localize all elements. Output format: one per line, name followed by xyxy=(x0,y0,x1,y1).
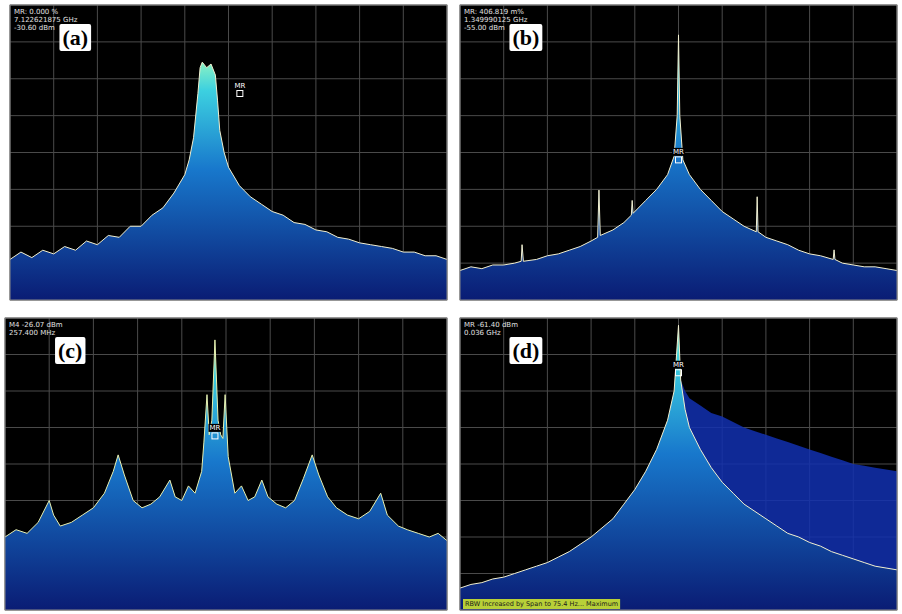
panel: MR MR: 0.000 %7.122621875 GHz-30.60 dBm (a… xyxy=(10,5,447,300)
grid xyxy=(10,5,447,300)
letter-patch xyxy=(509,337,542,364)
plot-frame xyxy=(460,318,897,610)
label-patch xyxy=(233,82,246,90)
panel: MR MR: 406.819 m%1.349990125 GHz-55.00 dB… xyxy=(460,5,897,300)
panel-background xyxy=(10,5,447,300)
trace-line xyxy=(5,340,447,541)
plot-frame xyxy=(10,5,447,300)
marker xyxy=(212,433,218,439)
marker-readout: -55.00 dBm xyxy=(464,24,505,32)
marker xyxy=(676,370,682,376)
trace-line xyxy=(460,35,897,271)
marker-readout: 0.036 GHz xyxy=(464,329,501,337)
plot-area xyxy=(460,35,897,300)
persistence-fill xyxy=(460,325,897,610)
marker-readout: 7.122621875 GHz xyxy=(14,16,78,24)
marker-readout: MR: 0.000 % xyxy=(14,8,59,16)
plot-area xyxy=(5,340,447,610)
persistence-fill xyxy=(5,340,447,610)
letter-patch xyxy=(59,24,91,51)
trace-line xyxy=(460,325,897,588)
plot-area xyxy=(10,62,447,300)
plot-area xyxy=(460,325,897,610)
marker-readout: M4 -26.07 dBm xyxy=(9,321,63,329)
panel-background xyxy=(460,5,897,300)
panel-letter: (c) xyxy=(58,338,82,363)
panel: MR M4 -26.07 dBm257.400 MHz(c) xyxy=(5,318,447,610)
marker-label: MR xyxy=(673,361,684,369)
grid xyxy=(460,318,897,610)
status-bar: RBW Increased by Span to 75.4 Hz... Maxi… xyxy=(465,600,618,608)
marker-label: MR xyxy=(673,148,684,156)
panel-letter: (d) xyxy=(512,338,539,363)
plot-frame xyxy=(460,5,897,300)
marker-readout: 1.349990125 GHz xyxy=(464,16,528,24)
grid xyxy=(5,318,447,610)
marker-readout: 257.400 MHz xyxy=(9,329,55,337)
grid-line xyxy=(10,152,447,153)
marker-readout: -30.60 dBm xyxy=(14,24,55,32)
panel-letter: (b) xyxy=(512,25,539,50)
persistence-fill xyxy=(460,35,897,300)
label-patch xyxy=(208,424,221,432)
marker-readout: MR: 406.819 m% xyxy=(464,8,524,16)
grid xyxy=(460,5,897,300)
grid-line xyxy=(10,115,447,116)
letter-patch xyxy=(509,24,542,51)
label-patch xyxy=(672,148,685,156)
persistence-fill xyxy=(10,62,447,300)
marker-label: MR xyxy=(234,82,245,90)
grid-line xyxy=(10,78,447,79)
marker xyxy=(676,157,682,163)
status-patch xyxy=(463,599,620,609)
panel-background xyxy=(5,318,447,610)
trace-line xyxy=(10,62,447,259)
panel-background xyxy=(460,318,897,610)
label-patch xyxy=(672,361,685,369)
grid-line xyxy=(5,391,447,392)
marker-readout: MR -61.40 dBm xyxy=(464,321,518,329)
plot-frame xyxy=(5,318,447,610)
panel-letter: (a) xyxy=(62,25,88,50)
figure: MR MR: 0.000 %7.122621875 GHz-30.60 dBm (a… xyxy=(0,0,902,614)
marker-label: MR xyxy=(209,424,220,432)
marker xyxy=(237,91,243,97)
panel: MR MR -61.40 dBm0.036 GHz (d) RBW Increased… xyxy=(460,318,897,610)
letter-patch xyxy=(55,337,85,364)
